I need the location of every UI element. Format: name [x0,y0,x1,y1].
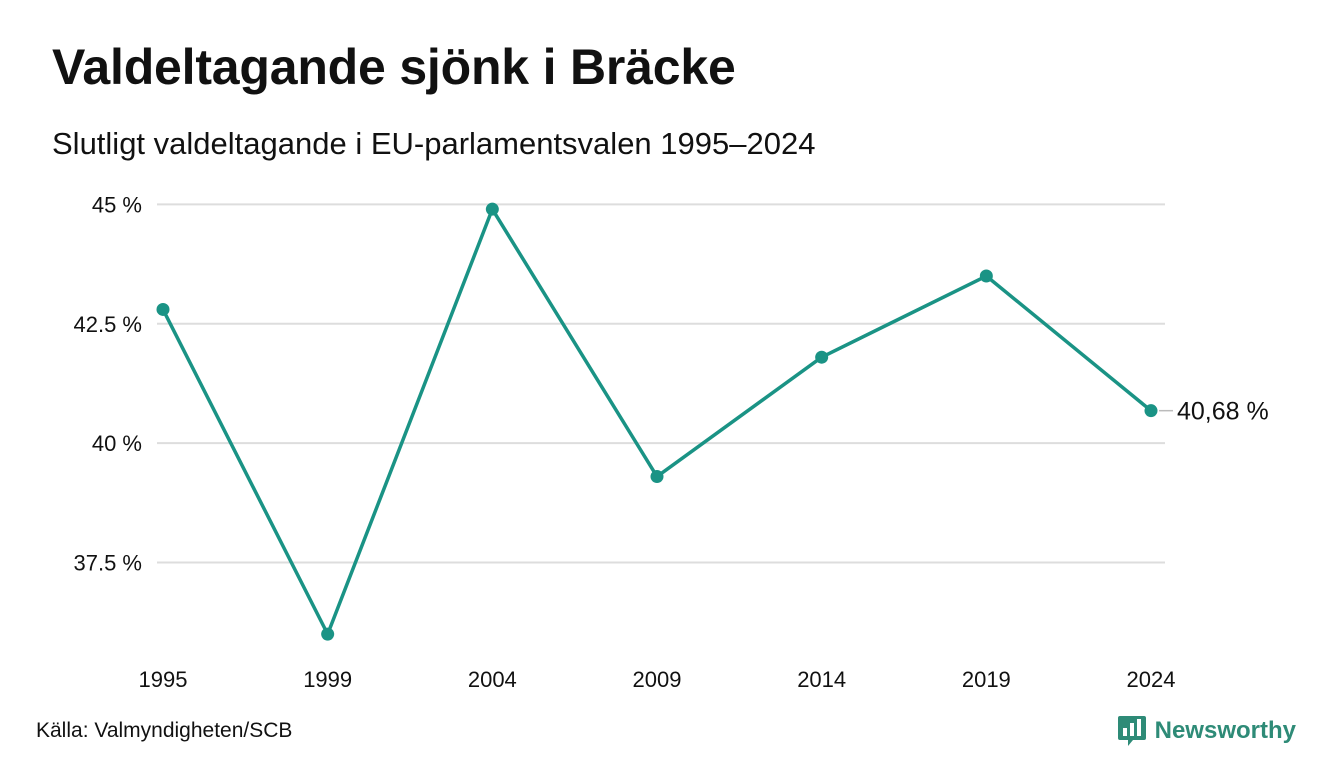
y-axis-ticks: 37.5 % 40 % 42.5 % 45 % [74,192,143,575]
chart-subtitle: Slutligt valdeltagande i EU-parlamentsva… [52,126,816,161]
brand-name: Newsworthy [1154,717,1296,744]
end-value-label: 40,68 % [1177,398,1269,426]
x-tick-label: 2024 [1127,667,1176,692]
end-label-group: 40,68 % [1159,398,1269,426]
data-point [979,269,993,283]
data-point [321,627,335,641]
data-point [485,202,499,216]
x-tick-label: 2004 [468,667,517,692]
data-point [815,350,829,364]
y-tick-label: 40 % [92,431,142,456]
x-tick-label: 1999 [303,667,352,692]
series-line [161,207,1153,636]
y-tick-label: 45 % [92,192,142,217]
chart-title: Valdeltagande sjönk i Bräcke [52,39,736,95]
data-point [650,470,664,484]
x-tick-label: 1995 [139,667,188,692]
bar-chart-speech-bubble-icon [1117,716,1146,746]
data-points [156,202,1158,641]
y-tick-label: 42.5 % [74,312,143,337]
brand-logo[interactable]: Newsworthy [1117,714,1296,748]
x-tick-label: 2014 [797,667,846,692]
data-point [156,302,170,316]
series [161,207,1153,636]
y-tick-label: 37.5 % [74,551,143,576]
data-point [1144,404,1158,418]
x-tick-label: 2009 [633,667,682,692]
x-axis-ticks: 1995 1999 2004 2009 2014 2019 2024 [139,667,1176,692]
gridlines [157,203,1165,564]
x-tick-label: 2019 [962,667,1011,692]
source-note: Källa: Valmyndigheten/SCB [36,719,293,742]
